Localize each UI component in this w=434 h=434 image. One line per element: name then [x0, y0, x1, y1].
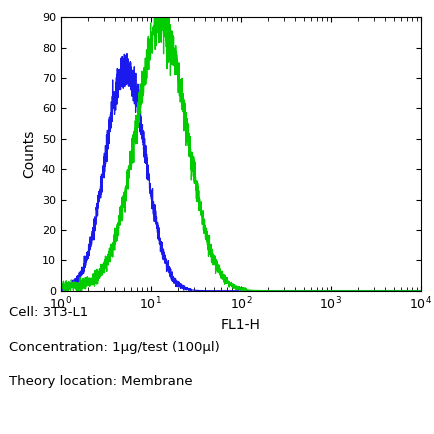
Text: Concentration: 1μg/test (100μl): Concentration: 1μg/test (100μl) — [9, 341, 220, 354]
Text: Theory location: Membrane: Theory location: Membrane — [9, 375, 192, 388]
Y-axis label: Counts: Counts — [22, 130, 36, 178]
X-axis label: FL1-H: FL1-H — [221, 318, 261, 332]
Text: Cell: 3T3-L1: Cell: 3T3-L1 — [9, 306, 88, 319]
